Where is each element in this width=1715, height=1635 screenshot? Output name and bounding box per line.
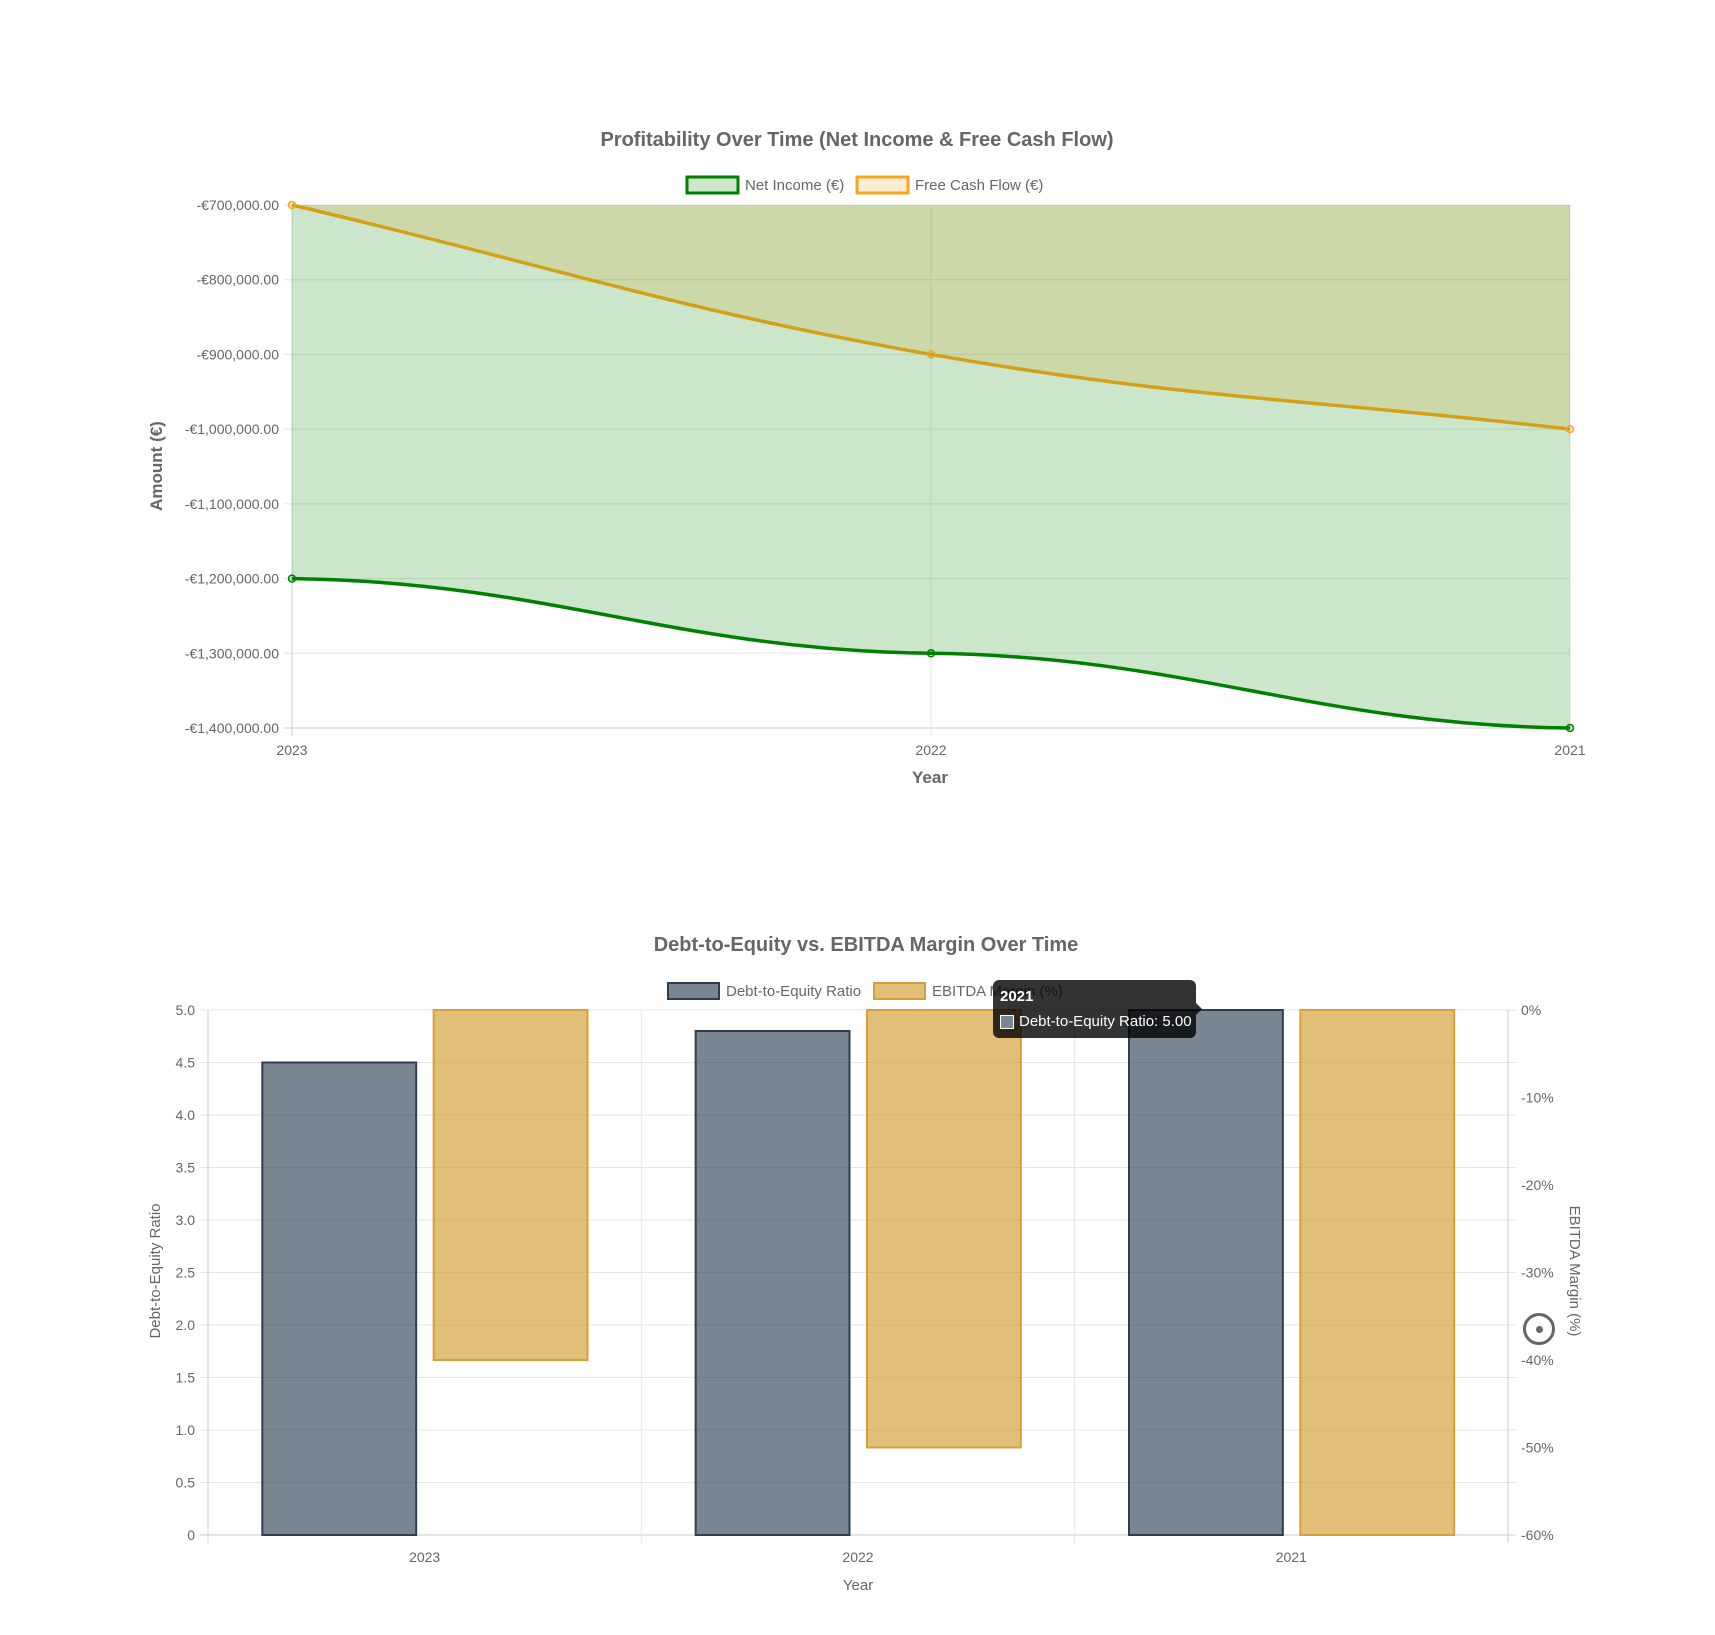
chart1-y-tick-label: -€800,000.00 xyxy=(196,272,279,288)
chart2-x-tick-label: 2023 xyxy=(409,1549,440,1565)
chart2-y-ticks: 5.0 4.5 4.0 3.5 3.0 2.5 2.0 1.5 1.0 0.5 0 xyxy=(176,1002,196,1543)
chart2-legend-swatch-ebitda[interactable] xyxy=(873,982,926,1000)
chart1-y-tick-label: -€1,100,000.00 xyxy=(185,496,279,512)
chart1-point[interactable] xyxy=(926,649,936,658)
chart1-y-tick-label: -€1,400,000.00 xyxy=(185,720,279,736)
chart1-areas xyxy=(292,205,1570,728)
chart2-y-tick-label: 3.5 xyxy=(176,1160,196,1176)
chart2-y-tick-label: 4.5 xyxy=(176,1055,196,1071)
chart2-x-tick-label: 2021 xyxy=(1276,1549,1307,1565)
chart2-bar-ebitda-2021[interactable] xyxy=(1299,1009,1456,1536)
chart1-legend-label-net-income[interactable]: Net Income (€) xyxy=(745,177,844,194)
chart1-y-tick-label: -€700,000.00 xyxy=(196,197,279,213)
chart2-y-tick-label: 3.0 xyxy=(176,1212,196,1228)
chart1-legend-label-fcf[interactable]: Free Cash Flow (€) xyxy=(915,177,1043,194)
chart2-y2-tick-label: -40% xyxy=(1521,1352,1554,1368)
chart1-x-tick-label: 2023 xyxy=(276,742,307,758)
chart2-y2-tick-label: 0% xyxy=(1521,1002,1541,1018)
chart1-legend-swatch-net-income[interactable] xyxy=(685,175,740,195)
chart1-x-ticks: 2023 2022 2021 xyxy=(276,742,1585,758)
chart1-legend-swatch-fcf[interactable] xyxy=(855,175,910,195)
chart1-area-fcf xyxy=(292,205,1570,430)
chart2-y2-tick-label: -20% xyxy=(1521,1177,1554,1193)
chart2-y-tick-label: 0.5 xyxy=(176,1475,196,1491)
chart2-bar-debt-2021[interactable] xyxy=(1128,1009,1284,1536)
debt-ebitda-chart: Debt-to-Equity vs. EBITDA Margin Over Ti… xyxy=(147,934,1583,1594)
tooltip-title: 2021 xyxy=(1000,988,1034,1005)
chart2-tooltip: 2021 Debt-to-Equity Ratio: 5.00 xyxy=(993,980,1202,1038)
chart1-point[interactable] xyxy=(287,574,297,583)
chart2-y2-tick-label: -10% xyxy=(1521,1090,1554,1106)
chart1-x-axis-title: Year xyxy=(912,768,948,787)
chart1-point[interactable] xyxy=(1565,424,1575,434)
chart2-gridlines xyxy=(200,1009,1516,1543)
chart1-point[interactable] xyxy=(1565,723,1575,733)
chart1-y-tick-label: -€1,000,000.00 xyxy=(185,421,279,437)
chart2-y2-ticks: 0% -10% -20% -30% -40% -50% -60% xyxy=(1521,1002,1554,1543)
chart2-legend-swatch-debt[interactable] xyxy=(667,982,720,1000)
chart2-x-ticks: 2023 2022 2021 xyxy=(409,1549,1307,1565)
chart1-line-net-income xyxy=(291,576,1571,730)
chart2-y2-tick-label: -50% xyxy=(1521,1440,1554,1456)
tooltip-label: Debt-to-Equity Ratio: 5.00 xyxy=(1019,1013,1192,1030)
chart2-y2-tick-label: -60% xyxy=(1521,1527,1554,1543)
tooltip-swatch xyxy=(1000,1014,1014,1029)
chart2-y-tick-label: 1.5 xyxy=(176,1370,196,1386)
chart2-legend-label-debt[interactable]: Debt-to-Equity Ratio xyxy=(726,983,861,1000)
chart2-bar-ebitda-2022[interactable] xyxy=(866,1009,1022,1449)
chart1-y-tick-label: -€1,200,000.00 xyxy=(185,571,279,587)
chart1-x-tick-label: 2022 xyxy=(915,742,946,758)
chart1-area-net-income xyxy=(292,205,1570,728)
chart1-point[interactable] xyxy=(926,350,936,359)
chart2-y-tick-label: 4.0 xyxy=(176,1107,196,1123)
cursor-icon xyxy=(1523,1313,1555,1345)
chart2-bars[interactable] xyxy=(261,1009,1456,1536)
chart1-y-tick-label: -€900,000.00 xyxy=(196,346,279,362)
chart2-x-axis-title: Year xyxy=(843,1577,873,1594)
chart2-y-tick-label: 0 xyxy=(187,1527,195,1543)
chart2-y-tick-label: 2.0 xyxy=(176,1317,196,1333)
chart2-y2-tick-label: -30% xyxy=(1521,1265,1554,1281)
chart1-point[interactable] xyxy=(287,200,297,210)
chart1-gridlines xyxy=(284,204,1571,736)
chart2-x-tick-label: 2022 xyxy=(842,1549,873,1565)
chart2-y2-axis-title: EBITDA Margin (%) xyxy=(1566,1206,1583,1337)
chart2-title: Debt-to-Equity vs. EBITDA Margin Over Ti… xyxy=(654,934,1079,956)
chart1-y-axis-title: Amount (€) xyxy=(147,421,166,511)
chart2-y-axis-title: Debt-to-Equity Ratio xyxy=(147,1203,164,1338)
chart2-bar-debt-2023[interactable] xyxy=(261,1061,418,1536)
chart2-bar-ebitda-2023[interactable] xyxy=(432,1009,589,1361)
tooltip-caret xyxy=(1196,1003,1202,1015)
chart2-y-tick-label: 5.0 xyxy=(176,1002,196,1018)
chart1-legend[interactable]: Net Income (€) Free Cash Flow (€) xyxy=(685,175,1043,195)
chart1-line-fcf xyxy=(291,203,1571,431)
chart1-points[interactable] xyxy=(287,200,1575,733)
chart1-y-tick-label: -€1,300,000.00 xyxy=(185,645,279,661)
chart1-lines xyxy=(291,203,1571,730)
chart2-y-tick-label: 2.5 xyxy=(176,1265,196,1281)
chart2-bar-debt-2022[interactable] xyxy=(694,1030,851,1536)
chart1-x-tick-label: 2021 xyxy=(1554,742,1585,758)
tooltip-row: Debt-to-Equity Ratio: 5.00 xyxy=(1000,1013,1192,1030)
chart1-y-ticks: -€700,000.00 -€800,000.00 -€900,000.00 -€1,… xyxy=(185,197,279,736)
chart1-title: Profitability Over Time (Net Income & Fr… xyxy=(600,129,1113,151)
chart2-y-tick-label: 1.0 xyxy=(176,1422,196,1438)
profitability-chart: Profitability Over Time (Net Income & Fr… xyxy=(147,129,1586,787)
